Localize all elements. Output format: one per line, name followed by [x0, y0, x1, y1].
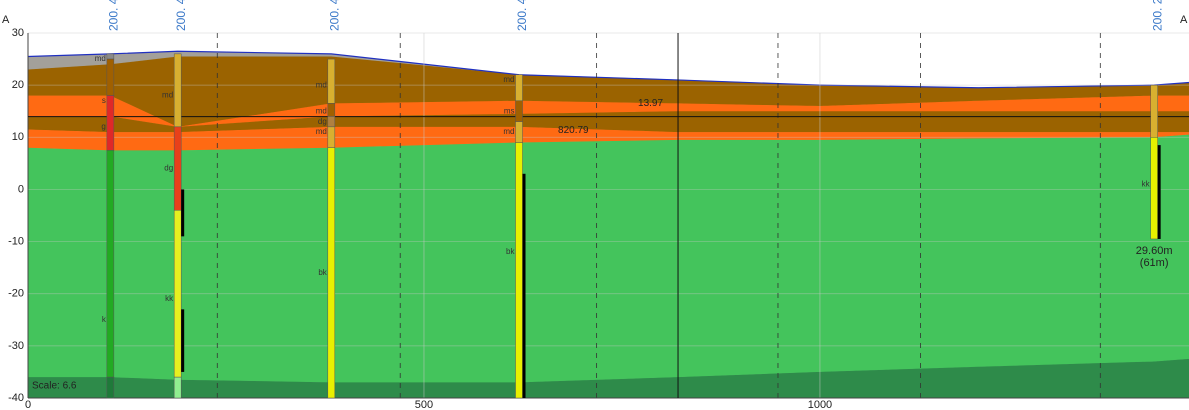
x-tick-label: 1000 — [808, 399, 832, 410]
layer — [28, 95, 1189, 127]
lithology-label: md — [316, 127, 327, 136]
borehole-interval — [327, 103, 336, 117]
layer — [28, 358, 1189, 398]
layer — [28, 51, 1189, 88]
y-tick-label: -20 — [8, 288, 24, 300]
x-tick-label: 500 — [415, 399, 433, 410]
borehole-interval — [106, 150, 115, 378]
layer — [28, 56, 1189, 127]
lithology-label: bk — [506, 247, 515, 256]
borehole-casing — [522, 173, 526, 398]
borehole-interval — [1150, 84, 1158, 138]
layer-boundary — [28, 358, 1189, 383]
borehole-interval — [173, 126, 182, 211]
borehole-name: 200. 4572 — [174, 0, 188, 31]
lithology-label: md — [503, 127, 514, 136]
borehole-name: 200. 4573 — [107, 0, 121, 31]
y-tick-label: -40 — [8, 392, 24, 404]
lithology-label: bk — [318, 268, 327, 277]
y-tick-label: 20 — [12, 79, 24, 91]
lithology-label: s — [102, 96, 106, 105]
section-end-label: A — [1180, 14, 1188, 26]
y-tick-label: 30 — [12, 27, 24, 39]
borehole-interval — [327, 126, 336, 148]
y-tick-label: -10 — [8, 235, 24, 247]
borehole-depth-note: (61m) — [1140, 257, 1169, 269]
borehole-casing — [181, 309, 185, 372]
lithology-label: kk — [1142, 179, 1151, 188]
borehole-interval — [327, 147, 336, 399]
lithology-label: dg — [164, 164, 173, 173]
lithology-label: dg — [318, 117, 327, 126]
ground-surface — [27, 50, 1189, 89]
borehole-interval — [106, 58, 115, 96]
borehole-interval — [173, 376, 182, 399]
borehole-name: 200. 4890 — [515, 0, 529, 31]
borehole-interval — [327, 116, 336, 128]
lithology-label: md — [316, 106, 327, 115]
borehole-interval — [515, 100, 523, 122]
borehole-interval — [515, 74, 523, 102]
borehole-name: 200. 4889 — [327, 0, 341, 31]
y-tick-label: 10 — [12, 131, 24, 143]
lithology-label: k — [102, 315, 107, 324]
borehole-depth: 29.60m — [1136, 245, 1173, 257]
borehole-casing — [181, 189, 185, 237]
borehole-interval — [173, 210, 182, 378]
borehole-interval — [515, 121, 523, 143]
borehole-interval — [106, 376, 115, 399]
lithology-label: kk — [165, 294, 174, 303]
lithology-label: ms — [504, 106, 515, 115]
cursor-y-label: 13.97 — [638, 98, 663, 109]
lithology-label: md — [316, 80, 327, 89]
x-tick-label: 0 — [25, 399, 31, 410]
borehole-interval — [1150, 137, 1158, 240]
y-tick-label: -30 — [8, 340, 24, 352]
borehole-interval — [327, 58, 336, 104]
lithology-label: md — [95, 54, 106, 63]
borehole-name: 200. 2882 — [1150, 0, 1164, 31]
layer — [28, 126, 1189, 151]
borehole-casing — [1157, 145, 1161, 239]
borehole-interval — [515, 142, 523, 399]
borehole-interval — [106, 53, 115, 60]
lithology-label: md — [503, 75, 514, 84]
layer — [28, 134, 1189, 383]
lithology-label: g — [101, 122, 105, 131]
section-start-label: A — [2, 14, 10, 26]
cursor-x-label: 820.79 — [558, 125, 589, 136]
borehole-interval — [106, 95, 115, 151]
borehole-interval — [173, 53, 182, 128]
scale-label: Scale: 6.6 — [32, 381, 77, 392]
y-tick-label: 0 — [18, 183, 24, 195]
lithology-label: md — [162, 91, 173, 100]
